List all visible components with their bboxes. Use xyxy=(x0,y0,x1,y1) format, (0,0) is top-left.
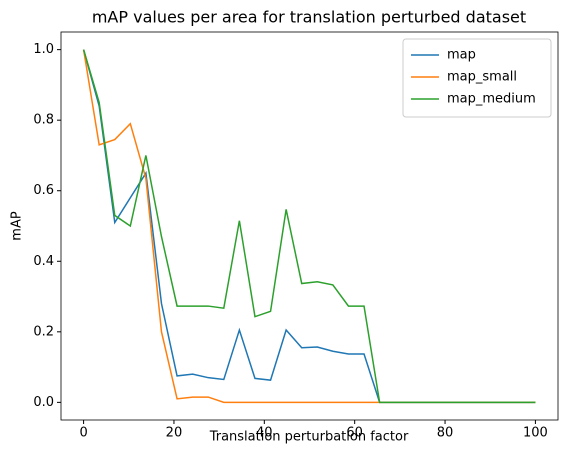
y-tick-label: 0.8 xyxy=(33,113,54,128)
x-tick-label: 100 xyxy=(523,426,548,441)
y-tick-label: 0.2 xyxy=(33,324,54,339)
chart-title: mAP values per area for translation pert… xyxy=(92,8,526,27)
x-tick-label: 60 xyxy=(346,426,363,441)
line-series xyxy=(82,49,536,404)
legend-label: map_medium xyxy=(447,92,536,107)
y-tick-label: 0.4 xyxy=(33,254,54,269)
x-axis-label: Translation perturbation factor xyxy=(209,430,409,445)
legend-label: map xyxy=(447,48,476,63)
legend-label: map_small xyxy=(447,70,517,85)
y-axis-label: mAP xyxy=(10,211,25,241)
y-tick-label: 0.6 xyxy=(33,183,54,198)
legend: map map_small map_medium xyxy=(402,38,552,118)
x-tick-label: 40 xyxy=(256,426,273,441)
legend-box xyxy=(402,38,552,118)
plot-frame xyxy=(60,31,559,421)
x-tick-label: 20 xyxy=(166,426,183,441)
x-tick-label: 0 xyxy=(79,426,87,441)
x-tick-label: 80 xyxy=(437,426,454,441)
y-tick-label: 0.0 xyxy=(33,395,54,410)
y-tick-label: 1.0 xyxy=(33,42,54,57)
